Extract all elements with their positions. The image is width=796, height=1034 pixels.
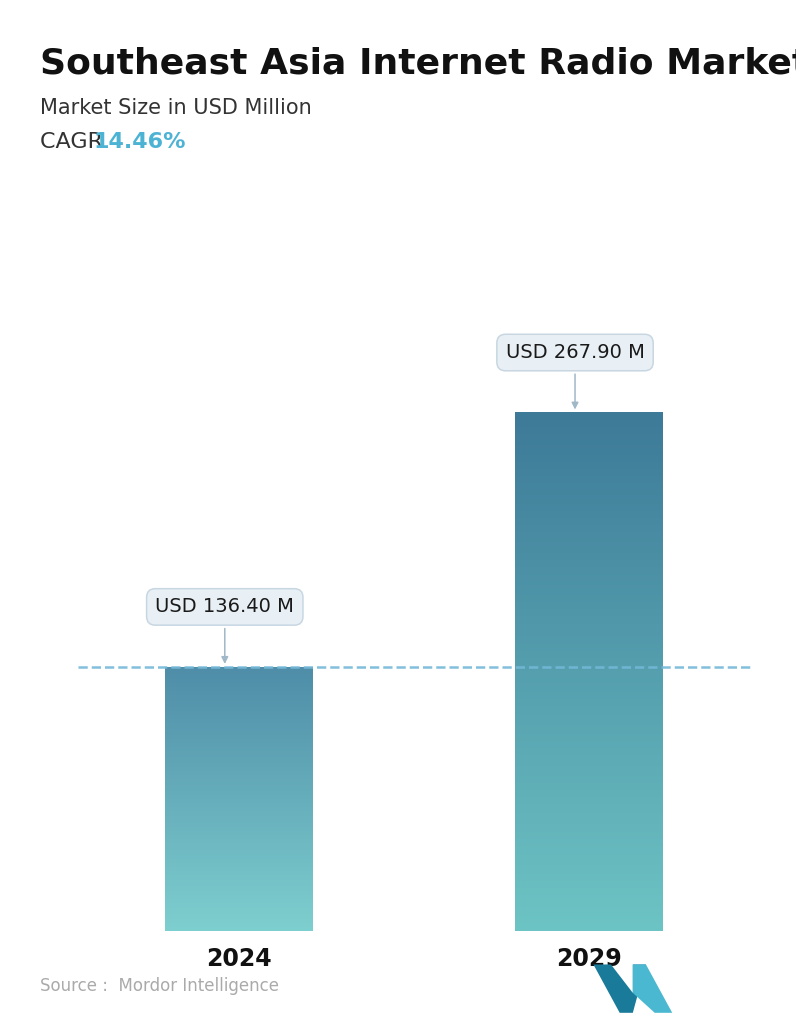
Text: Market Size in USD Million: Market Size in USD Million bbox=[40, 98, 311, 118]
Text: USD 136.40 M: USD 136.40 M bbox=[155, 598, 295, 662]
Text: CAGR: CAGR bbox=[40, 132, 110, 152]
Text: Source :  Mordor Intelligence: Source : Mordor Intelligence bbox=[40, 977, 279, 995]
Polygon shape bbox=[633, 965, 672, 1013]
Text: USD 267.90 M: USD 267.90 M bbox=[505, 343, 645, 407]
Text: 14.46%: 14.46% bbox=[94, 132, 186, 152]
Polygon shape bbox=[594, 965, 646, 1013]
Text: Southeast Asia Internet Radio Market: Southeast Asia Internet Radio Market bbox=[40, 47, 796, 81]
